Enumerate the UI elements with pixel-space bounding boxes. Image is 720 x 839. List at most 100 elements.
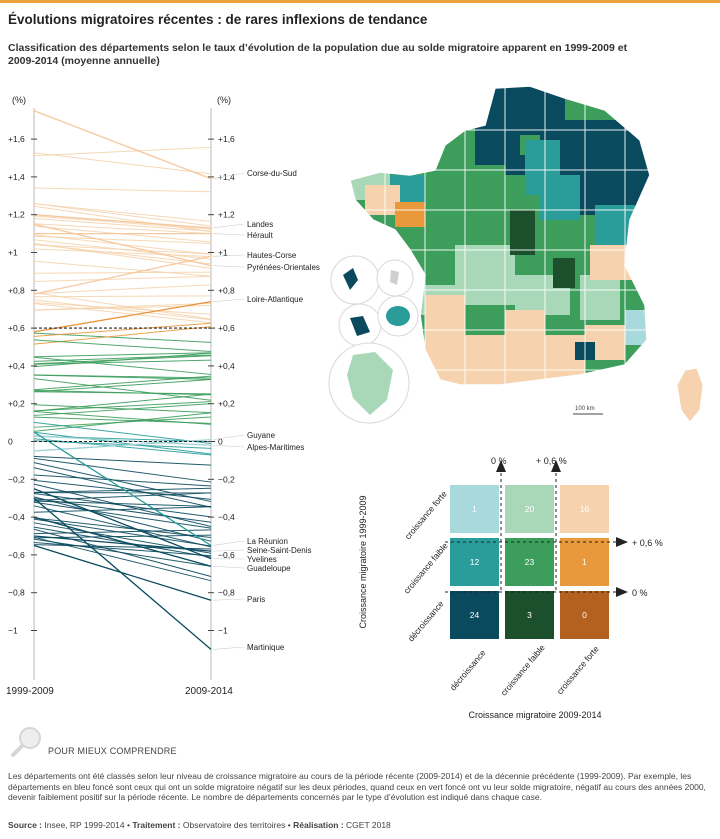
department-line (33, 534, 212, 539)
department-line (33, 248, 212, 258)
matrix-col-label-0: décroissance (448, 647, 488, 692)
right-tick-label: +1,2 (218, 210, 235, 220)
department-line (33, 416, 212, 424)
department-line (33, 438, 212, 456)
matrix-count-r1-c2: 1 (582, 557, 587, 567)
left-tick-label: −0,4 (8, 512, 25, 522)
martinique-shape (350, 316, 370, 336)
dept-landes (425, 295, 465, 385)
department-line (33, 474, 212, 487)
left-tick-label: −1 (8, 626, 18, 636)
annotation-label-2: Hérault (247, 231, 274, 240)
right-tick-label: 0 (218, 437, 223, 447)
x-label-left: 1999-2009 (6, 686, 54, 697)
matrix-cell-r2-c0 (450, 591, 499, 639)
matrix-cell-r0-c1 (505, 485, 554, 533)
x-high-arrow-icon (551, 460, 561, 472)
treatment-value: Observatoire des territoires (182, 820, 286, 830)
series-lines (33, 110, 212, 650)
matrix-col-label-1: croissance faible (499, 642, 548, 697)
department-line (33, 326, 212, 345)
matrix-cells: 1 20 16 12 23 1 24 3 0 (450, 485, 609, 639)
department-line (33, 479, 212, 500)
annotated-line-0 (33, 110, 212, 180)
right-tick-label: −0,2 (218, 474, 235, 484)
france-outline (349, 85, 651, 386)
department-line (33, 223, 212, 235)
annotation-label-0: Corse-du-Sud (247, 169, 297, 178)
threshold-lines (34, 327, 215, 443)
annotated-line-13 (33, 497, 212, 650)
source-value: Insee, RP 1999-2014 (44, 820, 125, 830)
annotation-label-8: La Réunion (247, 537, 288, 546)
matrix-cell-r1-c2 (560, 538, 609, 586)
department-line (33, 505, 212, 548)
guyane-shape (347, 352, 393, 415)
y-threshold-high-label: + 0,6 % (632, 538, 663, 548)
dept-nievre (510, 210, 535, 255)
annotation-leader-7 (212, 444, 245, 448)
department-line (33, 146, 212, 157)
annotation-label-1: Landes (247, 220, 273, 229)
left-tick-label: +1 (8, 248, 18, 258)
x-zero-arrow-icon (496, 460, 506, 472)
dept-loire (553, 258, 575, 288)
matrix-y-title-line1: Croissance migratoire 1999-2009 (358, 495, 368, 628)
annotation-leader-5 (212, 298, 245, 302)
annotation-label-4: Pyrénées-Orientales (247, 263, 320, 272)
explanation-heading: POUR MIEUX COMPRENDRE (48, 746, 177, 756)
left-tick-label: +0,4 (8, 361, 25, 371)
department-line (33, 431, 212, 455)
department-line (33, 339, 212, 353)
department-line (33, 501, 212, 529)
department-line (33, 352, 212, 368)
department-line (33, 215, 212, 230)
department-line (33, 500, 212, 507)
department-line (33, 152, 212, 175)
department-line (33, 284, 212, 295)
department-line (33, 242, 212, 269)
department-line (33, 235, 212, 244)
department-line (33, 295, 212, 298)
department-line (33, 542, 212, 557)
matrix-count-r0-c2: 16 (580, 504, 590, 514)
annotation-leader-2 (212, 233, 245, 236)
matrix-count-r0-c1: 20 (525, 504, 535, 514)
right-tick-label: +0,6 (218, 323, 235, 333)
annotation-leader-0 (212, 172, 245, 180)
department-line (33, 322, 212, 337)
left-tick-label: −0,8 (8, 588, 25, 598)
annotation-leader-12 (212, 598, 245, 601)
right-tick-label: −0,8 (218, 588, 235, 598)
matrix-row-label-0: croissance forte (403, 489, 449, 542)
axis-ticks: +1,6 +1,4 +1,2 +1 +0,8 +0,6 +0,4 +0,2 0 −0,2 −0,4 −… (8, 134, 235, 635)
department-line (33, 401, 212, 412)
realisation-value: CGET 2018 (346, 820, 391, 830)
guadeloupe-shape (343, 268, 358, 290)
annotated-line-7 (33, 435, 212, 446)
department-line (33, 303, 212, 324)
matrix-cell-r2-c2 (560, 591, 609, 639)
department-line (33, 374, 212, 379)
matrix-row-label-2: décroissance (406, 598, 446, 643)
x-threshold-high-label: + 0,6 % (536, 456, 567, 466)
department-line (33, 404, 212, 414)
annotated-line-5 (33, 300, 212, 333)
department-line (33, 354, 212, 362)
department-line (33, 203, 212, 222)
annotated-line-9 (33, 535, 212, 552)
department-line (33, 455, 212, 466)
explanation-text: Les départements ont été classés selon l… (8, 771, 706, 802)
annotation-leader-8 (212, 540, 245, 546)
footer-credits: Source : Insee, RP 1999-2014 • Traitemen… (8, 820, 391, 830)
left-tick-label: +0,2 (8, 399, 25, 409)
department-line (33, 492, 212, 501)
magnifier-icon (11, 727, 41, 757)
department-line (33, 359, 212, 365)
department-line (33, 352, 212, 358)
department-line (33, 440, 212, 449)
matrix-cell-r0-c2 (560, 485, 609, 533)
department-line (33, 299, 212, 321)
annotation-leader-13 (212, 646, 245, 650)
dept-alpes-maritimes (625, 310, 650, 345)
